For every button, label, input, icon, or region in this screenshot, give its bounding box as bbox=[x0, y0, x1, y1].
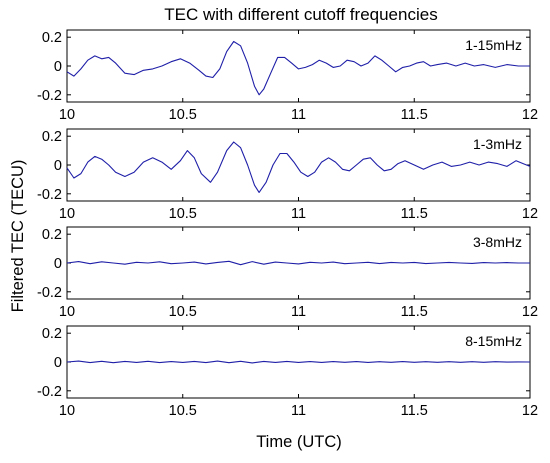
series-line bbox=[66, 141, 531, 193]
panel-frame bbox=[66, 29, 531, 103]
panel-label: 1-15mHz bbox=[465, 37, 522, 53]
x-tick-label: 12 bbox=[522, 304, 538, 320]
y-tick-label: 0 bbox=[54, 59, 62, 75]
series-line bbox=[66, 40, 530, 96]
y-tick-label: -0.2 bbox=[37, 88, 62, 104]
x-tick-label: 10 bbox=[59, 107, 75, 123]
x-tick-label: 12 bbox=[522, 107, 538, 123]
series-line bbox=[66, 260, 530, 266]
x-tick-label: 11 bbox=[291, 304, 306, 320]
panel-2: 10 10.5 11 11.5 12 0.2 0 -0.2 1-3mHz bbox=[37, 128, 538, 222]
x-tick-label: 10 bbox=[59, 304, 75, 320]
panel-label: 3-8mHz bbox=[473, 234, 522, 250]
y-tick-label: 0 bbox=[54, 158, 62, 174]
panel-3: 10 10.5 11 11.5 12 0.2 0 -0.2 3-8mHz bbox=[37, 226, 538, 320]
panels-group: 10 10.5 11 11.5 12 0.2 0 -0.2 1-15mHz 10 10.5 11 11.… bbox=[37, 29, 538, 419]
x-tick-label: 10.5 bbox=[169, 403, 197, 419]
x-tick-label: 11.5 bbox=[401, 304, 428, 320]
x-tick-label: 11.5 bbox=[401, 403, 428, 419]
y-tick-label: 0.2 bbox=[42, 129, 62, 145]
x-tick-label: 11 bbox=[291, 206, 306, 222]
chart-title: TEC with different cutoff frequencies bbox=[164, 5, 437, 24]
y-tick-label: -0.2 bbox=[37, 187, 62, 203]
y-tick-label: 0 bbox=[54, 256, 62, 272]
y-tick-label: -0.2 bbox=[37, 285, 62, 301]
x-tick-label: 11 bbox=[291, 107, 306, 123]
x-axis-label: Time (UTC) bbox=[256, 433, 342, 451]
x-tick-label: 11.5 bbox=[401, 206, 428, 222]
y-tick-label: 0.2 bbox=[42, 326, 62, 342]
x-tick-label: 12 bbox=[522, 206, 538, 222]
x-tick-label: 11 bbox=[291, 403, 306, 419]
y-tick-label: -0.2 bbox=[37, 384, 62, 400]
x-tick-label: 10.5 bbox=[169, 206, 197, 222]
x-tick-label: 10.5 bbox=[169, 304, 197, 320]
y-tick-label: 0.2 bbox=[42, 227, 62, 243]
panel-4: 10 10.5 11 11.5 12 0.2 0 -0.2 8-15mHz bbox=[37, 325, 538, 419]
x-tick-label: 10 bbox=[59, 206, 75, 222]
x-tick-label: 10.5 bbox=[169, 107, 197, 123]
y-axis-label: Filtered TEC (TECU) bbox=[9, 160, 27, 313]
panel-label: 1-3mHz bbox=[473, 136, 522, 152]
y-tick-label: 0 bbox=[54, 355, 62, 371]
y-tick-label: 0.2 bbox=[42, 30, 62, 46]
x-tick-label: 12 bbox=[522, 403, 538, 419]
x-tick-label: 10 bbox=[59, 403, 75, 419]
x-tick-label: 11.5 bbox=[401, 107, 428, 123]
series-line bbox=[66, 360, 531, 364]
panel-label: 8-15mHz bbox=[465, 333, 522, 349]
panel-1: 10 10.5 11 11.5 12 0.2 0 -0.2 1-15mHz bbox=[37, 29, 538, 123]
